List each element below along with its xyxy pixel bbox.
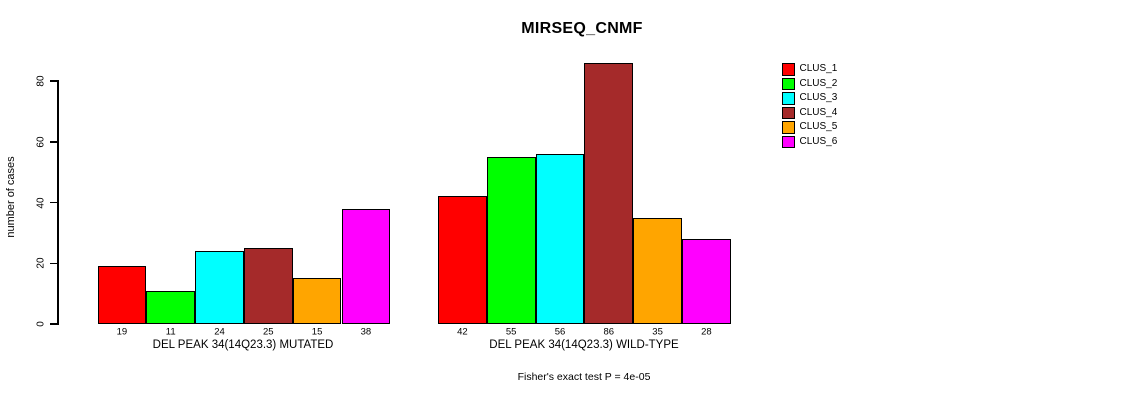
- group-label-wild-type: DEL PEAK 34(14Q23.3) WILD-TYPE: [489, 339, 679, 351]
- legend-item-clus-3: CLUS_3: [782, 91, 837, 106]
- bar-value-label: 19: [116, 326, 128, 338]
- bar-value-label: 56: [554, 326, 566, 338]
- y-axis-tick-label: 20: [35, 257, 47, 269]
- bar-clus-2-group2: [486, 156, 536, 324]
- bar-value-label: 42: [457, 326, 468, 338]
- bar-clus-3-group1: [195, 251, 244, 324]
- y-axis-tick-label: 60: [35, 136, 47, 148]
- group-label-mutated: DEL PEAK 34(14Q23.3) MUTATED: [152, 339, 334, 351]
- y-axis-tick-label: 0: [35, 321, 47, 327]
- bar-value-label: 11: [165, 326, 176, 338]
- legend-item-clus-2: CLUS_2: [782, 77, 837, 92]
- legend-item-clus-6: CLUS_6: [782, 135, 837, 150]
- legend-label: CLUS_5: [799, 121, 838, 133]
- y-axis-label: number of cases: [5, 156, 17, 238]
- legend-swatch: [782, 92, 795, 105]
- legend-swatch: [782, 77, 795, 90]
- bar-clus-2-group1: [146, 290, 196, 324]
- bar-value-label: 55: [505, 326, 517, 338]
- y-axis-tick: [50, 80, 59, 82]
- y-axis-tick: [50, 201, 59, 204]
- y-axis-tick: [50, 323, 59, 325]
- bar-value-label: 24: [214, 326, 225, 338]
- bar-clus-4-group2: [584, 62, 634, 324]
- legend-swatch: [782, 106, 795, 119]
- legend-label: CLUS_2: [799, 77, 838, 89]
- bar-clus-5-group2: [633, 217, 682, 324]
- legend-item-clus-4: CLUS_4: [782, 106, 837, 121]
- legend-label: CLUS_4: [799, 106, 838, 118]
- legend-label: CLUS_1: [799, 63, 838, 75]
- bar-value-label: 25: [263, 326, 274, 338]
- y-axis-tick-label: 80: [35, 75, 47, 87]
- chart-title: MIRSEQ_CNMF: [521, 20, 643, 37]
- bar-clus-1-group1: [97, 266, 147, 324]
- y-axis-tick-label: 40: [35, 196, 47, 209]
- bar-clus-5-group1: [292, 278, 342, 324]
- legend-item-clus-5: CLUS_5: [782, 120, 837, 135]
- legend-label: CLUS_6: [799, 135, 838, 147]
- legend-swatch: [782, 121, 795, 134]
- bar-value-label: 86: [603, 326, 615, 338]
- bar-clus-6-group2: [682, 238, 731, 324]
- fisher-test-footnote: Fisher's exact test P = 4e-05: [517, 371, 651, 383]
- bar-value-label: 35: [652, 326, 663, 338]
- bar-clus-1-group2: [438, 196, 487, 324]
- bar-value-label: 28: [701, 326, 712, 338]
- legend-swatch: [782, 135, 795, 148]
- legend-swatch: [782, 63, 795, 76]
- bar-value-label: 38: [360, 326, 372, 338]
- bar-clus-3-group2: [535, 153, 585, 324]
- bar-clus-6-group1: [341, 208, 391, 324]
- legend-label: CLUS_3: [799, 92, 838, 104]
- y-axis-tick: [50, 262, 59, 264]
- y-axis-tick: [50, 141, 59, 143]
- bar-clus-4-group1: [243, 248, 293, 324]
- bar-value-label: 15: [311, 326, 323, 338]
- legend-item-clus-1: CLUS_1: [782, 62, 837, 77]
